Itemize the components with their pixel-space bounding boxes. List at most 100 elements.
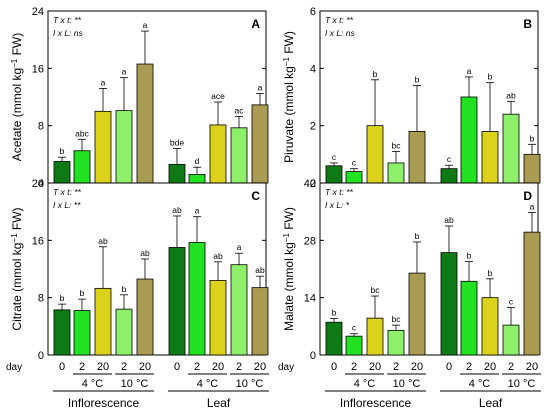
group-label: Inflorescence — [340, 396, 412, 410]
day-tick-label: 2 — [466, 361, 472, 373]
day-tick-label: 2 — [508, 361, 514, 373]
y-axis-label-main: Malate (mmol kg — [282, 242, 296, 331]
y-axis-label-main: Acetate (mmol kg — [10, 68, 24, 161]
day-tick-label: 2 — [121, 361, 127, 373]
significance-letter: abc — [75, 128, 89, 138]
significance-letter: d — [195, 156, 200, 166]
stat-label: I x L: — [53, 200, 72, 210]
stat-line: I x L: ** — [53, 200, 81, 210]
bar — [230, 127, 248, 184]
bar — [408, 272, 426, 356]
y-tick-label: 0 — [38, 178, 44, 190]
y-axis-label-sup: −1 — [10, 233, 19, 243]
significance-letter: b — [530, 133, 535, 143]
significance-letter: ab — [172, 205, 182, 215]
y-axis-label: Acetate (mmol kg−1 FW) — [10, 33, 24, 162]
y-tick-label: 42 — [304, 178, 316, 190]
y-tick-label: 14 — [304, 293, 316, 305]
x-axis-left: day 0 2 20 2 20 4 °C 10 °C Inflorescence 0 2 20 2 20 4… — [6, 361, 269, 410]
bar — [115, 110, 133, 184]
significance-letter: ab — [213, 251, 223, 261]
stat-label: T x t: — [325, 15, 345, 25]
panel-letter: D — [523, 189, 532, 203]
temp-label: 4 °C — [354, 378, 376, 390]
y-axis-label-main: Citrate (mmol kg — [10, 243, 24, 331]
day-tick-label: 2 — [236, 361, 242, 373]
bar — [440, 252, 458, 356]
bar — [168, 163, 186, 184]
y-axis-label-end: FW) — [282, 207, 296, 233]
bar — [94, 110, 112, 184]
y-tick-label: 4 — [310, 63, 316, 75]
bar — [209, 124, 227, 184]
significance-letter: b — [488, 268, 493, 278]
significance-letter: ab — [98, 236, 108, 246]
bar — [387, 162, 405, 184]
y-tick-label: 0 — [310, 178, 316, 190]
bar — [366, 317, 384, 356]
bar — [230, 264, 248, 356]
bar — [168, 247, 186, 356]
significance-letter: a — [530, 201, 535, 211]
stat-label: T x t: — [53, 15, 73, 25]
y-tick-label: 28 — [304, 235, 316, 247]
bar — [53, 309, 71, 356]
y-tick-label: 8 — [38, 121, 44, 133]
y-axis-label: Malate (mmol kg−1 FW) — [282, 207, 296, 331]
day-tick-label: 0 — [59, 361, 65, 373]
temp-label: 10 °C — [393, 378, 421, 390]
stat-value: ** — [344, 15, 354, 25]
significance-letter: a — [195, 206, 200, 216]
panel-letter: A — [251, 17, 260, 31]
y-tick-label: 24 — [32, 178, 44, 190]
significance-letter: ab — [140, 248, 150, 258]
significance-letter: a — [122, 67, 127, 77]
y-tick-label: 0 — [38, 350, 44, 362]
bar — [502, 324, 520, 356]
y-tick-label: 16 — [32, 235, 44, 247]
stat-line: T x t: ** — [325, 15, 354, 25]
y-axis-label-end: FW) — [282, 31, 296, 57]
stat-value: ** — [71, 200, 81, 210]
bar — [188, 173, 206, 184]
stat-value: * — [343, 200, 349, 210]
stat-value: ** — [344, 187, 354, 197]
day-tick-label: 0 — [331, 361, 337, 373]
stat-value: ** — [72, 187, 82, 197]
bar — [188, 242, 206, 356]
stat-label: T x t: — [325, 187, 345, 197]
day-tick-label: 20 — [97, 361, 109, 373]
day-tick-label: 20 — [139, 361, 151, 373]
day-tick-label: 20 — [411, 361, 423, 373]
temp-label: 4 °C — [197, 378, 219, 390]
significance-letter: b — [122, 284, 127, 294]
bar — [345, 171, 363, 184]
significance-letter: b — [415, 231, 420, 241]
significance-letter: a — [258, 82, 263, 92]
y-tick-label: 24 — [32, 6, 44, 18]
group-label: Inflorescence — [68, 396, 140, 410]
significance-letter: bde — [170, 138, 184, 148]
significance-letter: b — [415, 75, 420, 85]
bar — [460, 280, 478, 356]
stat-value: ns — [343, 28, 355, 38]
day-prefix: day — [6, 362, 22, 373]
significance-letter: b — [467, 251, 472, 261]
panel-letter: B — [523, 17, 532, 31]
bar — [73, 310, 91, 356]
day-tick-label: 0 — [174, 361, 180, 373]
bar — [53, 161, 71, 184]
x-axis-right: day 0 2 20 2 20 4 °C 10 °C Inflorescence 0 2 20 2 20 4… — [278, 361, 541, 410]
bar — [523, 231, 541, 356]
significance-letter: a — [467, 66, 472, 76]
y-tick-label: 16 — [32, 63, 44, 75]
day-tick-label: 2 — [79, 361, 85, 373]
stat-label: T x t: — [53, 187, 73, 197]
day-tick-label: 20 — [369, 361, 381, 373]
stat-line: I x L: * — [325, 200, 350, 210]
